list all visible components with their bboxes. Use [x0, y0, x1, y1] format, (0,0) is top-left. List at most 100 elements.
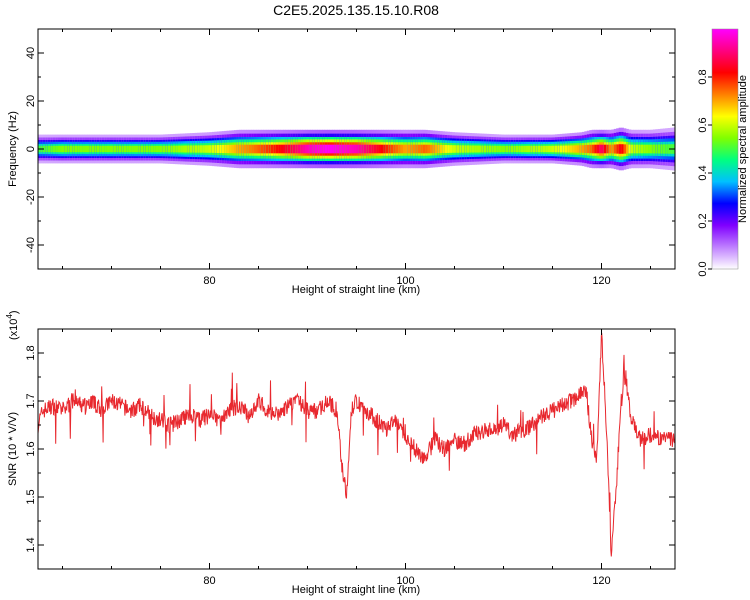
heatmap-cell: [638, 144, 642, 154]
heatmap-cell: [356, 144, 360, 154]
heatmap-cell: [140, 145, 144, 153]
heatmap-cell: [243, 144, 247, 154]
snr-axes: 80 100 120 1.4 1.5 1.6 1.7 1.8: [25, 328, 675, 587]
heatmap-cell: [608, 144, 612, 154]
heatmap-cell: [319, 144, 323, 154]
heatmap-cell: [403, 144, 406, 154]
heatmap-cell: [621, 144, 624, 154]
heatmap-cell: [640, 144, 644, 154]
heatmap-cell: [442, 145, 446, 153]
heatmap-cell: [221, 144, 225, 154]
heatmap-cell: [486, 145, 490, 153]
heatmap-cell: [64, 145, 68, 153]
heatmap-cell: [361, 144, 365, 154]
heatmap-cell: [611, 144, 615, 154]
heatmap-cell: [251, 144, 254, 154]
heatmap-cell: [302, 144, 306, 154]
heatmap-y-tick-label: 0: [25, 146, 37, 152]
heatmap-cell: [464, 145, 468, 153]
colorbar-tick-label: 0.6: [697, 117, 709, 132]
heatmap-cell: [111, 145, 115, 153]
heatmap-cell: [60, 145, 63, 153]
heatmap-cell: [74, 145, 78, 153]
heatmap-cell: [199, 145, 203, 153]
heatmap-cell: [211, 145, 215, 153]
heatmap-cell: [332, 144, 335, 154]
heatmap-cell: [309, 144, 313, 154]
heatmap-cell: [84, 145, 88, 153]
heatmap-cell: [422, 144, 426, 154]
heatmap-cell: [532, 145, 536, 153]
heatmap-cell: [126, 145, 130, 153]
heatmap-cell: [187, 145, 191, 153]
heatmap-cell: [425, 144, 428, 154]
heatmap-cell: [287, 144, 291, 154]
heatmap-y-tick-label: 20: [25, 95, 37, 107]
heatmap-cell: [535, 145, 539, 153]
heatmap-cell: [329, 144, 333, 154]
heatmap-cell: [483, 145, 487, 153]
heatmap-cell: [505, 145, 509, 153]
heatmap-cell: [498, 145, 502, 153]
heatmap-cell: [513, 145, 517, 153]
snr-y-scale-factor: (x104): [5, 310, 20, 340]
heatmap-cell: [454, 145, 458, 153]
heatmap-y-tick-label: -40: [25, 237, 37, 253]
heatmap-cell: [594, 144, 597, 154]
snr-frame: [37, 328, 676, 570]
heatmap-cell: [579, 145, 583, 153]
heatmap-cell: [415, 144, 419, 154]
heatmap-cell: [339, 144, 343, 154]
heatmap-cell: [385, 144, 389, 154]
heatmap-cell: [400, 144, 404, 154]
heatmap-cell: [248, 144, 252, 154]
heatmap-cell: [214, 145, 218, 153]
heatmap-cell: [189, 145, 193, 153]
colorbar: 0.0 0.2 0.4 0.6 0.8 Normalized spectral ampl…: [697, 28, 749, 277]
heatmap-cell: [501, 145, 504, 153]
heatmap-cell: [437, 144, 441, 154]
heatmap-cell: [537, 145, 541, 153]
heatmap-cell: [626, 144, 629, 154]
colorbar-frame: [711, 28, 739, 270]
heatmap-cell: [79, 145, 83, 153]
heatmap-cell: [121, 145, 125, 153]
heatmap-cell: [461, 145, 465, 153]
heatmap-cell: [219, 145, 223, 153]
heatmap-cell: [381, 144, 384, 154]
heatmap-cell: [170, 145, 174, 153]
heatmap-cell: [412, 144, 416, 154]
chart-title: C2E5.2025.135.15.10.R08: [273, 2, 439, 18]
colorbar-tick-label: 0.0: [697, 261, 709, 276]
heatmap-cell: [265, 144, 269, 154]
heatmap-cell: [540, 145, 544, 153]
heatmap-cell: [131, 145, 134, 153]
heatmap-cell: [182, 145, 186, 153]
heatmap-cell: [373, 144, 377, 154]
heatmap-cell: [300, 144, 303, 154]
heatmap-cell: [109, 145, 112, 153]
heatmap-cell: [175, 145, 179, 153]
heatmap-cell: [229, 144, 232, 154]
heatmap-cell: [618, 144, 622, 154]
heatmap-cell: [493, 145, 497, 153]
heatmap-cell: [238, 144, 242, 154]
snr-y-tick-label: 1.8: [25, 345, 37, 360]
heatmap-cell: [52, 145, 56, 153]
heatmap-cell: [192, 145, 196, 153]
heatmap-cell: [324, 144, 328, 154]
heatmap-cell: [351, 144, 355, 154]
heatmap-cell: [376, 144, 379, 154]
heatmap-cell: [292, 144, 296, 154]
heatmap-cell: [371, 144, 375, 154]
snr-x-axis-label: Height of straight line (km): [292, 584, 420, 596]
snr-y-tick-label: 1.5: [25, 489, 37, 504]
heatmap-cell: [552, 145, 556, 153]
heatmap-cell: [393, 144, 397, 154]
heatmap-cell: [194, 145, 198, 153]
heatmap-cell: [268, 144, 272, 154]
heatmap-cell: [616, 144, 620, 154]
heatmap-cell: [116, 145, 120, 153]
heatmap-cell: [162, 145, 166, 153]
heatmap-cell: [197, 145, 201, 153]
